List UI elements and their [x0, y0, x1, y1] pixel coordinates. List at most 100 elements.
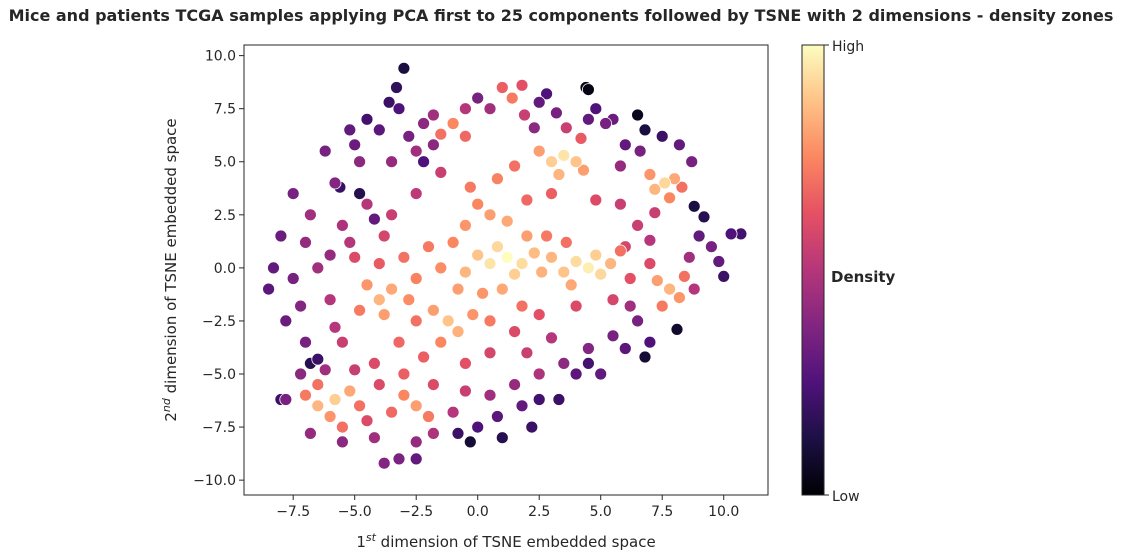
data-point: [372, 123, 386, 137]
data-point: [655, 129, 669, 143]
data-point: [303, 208, 317, 222]
data-point: [515, 299, 529, 313]
data-point: [328, 176, 342, 190]
data-point: [458, 218, 472, 232]
data-point: [545, 187, 558, 201]
data-point: [377, 229, 391, 243]
data-point: [446, 235, 460, 249]
data-point: [471, 248, 485, 262]
data-point: [483, 346, 497, 360]
data-point: [505, 91, 519, 105]
data-point: [552, 168, 566, 181]
data-point: [372, 378, 386, 392]
data-point: [451, 325, 465, 339]
data-point: [372, 293, 386, 307]
data-point: [550, 106, 563, 120]
data-point: [385, 155, 399, 169]
data-point: [663, 282, 676, 296]
data-point: [643, 233, 657, 247]
data-point: [569, 367, 583, 381]
x-tick-label: 0.0: [467, 504, 489, 520]
data-point: [527, 121, 541, 135]
data-point: [390, 81, 403, 94]
data-point: [614, 244, 627, 258]
data-point: [402, 293, 416, 307]
data-point: [335, 435, 349, 449]
colorbar-title: Density: [831, 268, 896, 286]
plot-frame: [243, 44, 769, 496]
data-point: [397, 388, 411, 402]
data-point: [606, 293, 620, 307]
y-tick-label: 2.5: [214, 208, 236, 224]
data-point: [343, 384, 357, 398]
data-point: [426, 108, 440, 122]
data-point: [348, 138, 362, 152]
data-point: [643, 335, 657, 349]
data-point: [299, 235, 312, 249]
data-point: [685, 155, 699, 169]
data-point: [311, 399, 325, 413]
data-point: [678, 269, 691, 283]
data-point: [520, 193, 534, 207]
data-point: [604, 257, 617, 271]
data-point: [532, 95, 546, 109]
y-tick-label: −7.5: [202, 420, 236, 436]
data-point: [483, 257, 497, 271]
data-point: [318, 144, 332, 158]
x-tick-label: 5.0: [590, 504, 612, 520]
points-layer: [262, 61, 748, 470]
data-point: [545, 155, 558, 169]
data-point: [545, 250, 558, 264]
data-point: [569, 155, 583, 169]
data-point: [458, 356, 472, 370]
data-point: [294, 299, 308, 313]
data-point: [655, 299, 669, 313]
data-point: [582, 112, 595, 126]
data-point: [392, 335, 406, 349]
y-tick-label: −2.5: [202, 314, 236, 330]
data-point: [279, 393, 293, 406]
data-point: [483, 388, 497, 402]
data-point: [614, 197, 627, 211]
data-point: [495, 431, 509, 445]
data-point: [606, 329, 620, 343]
data-point: [508, 159, 521, 173]
data-point: [532, 393, 546, 406]
data-point: [532, 144, 546, 158]
data-point: [397, 250, 411, 264]
data-point: [643, 168, 657, 181]
data-point: [589, 102, 603, 116]
data-point: [631, 218, 644, 232]
data-point: [495, 81, 509, 94]
data-point: [446, 117, 460, 130]
data-point: [527, 246, 541, 260]
data-point: [335, 335, 349, 349]
data-point: [382, 95, 396, 109]
data-point: [377, 456, 391, 470]
data-point: [458, 384, 472, 398]
data-point: [441, 314, 455, 328]
data-point: [724, 227, 738, 241]
data-point: [594, 267, 608, 281]
data-point: [267, 261, 280, 275]
data-point: [343, 123, 357, 137]
data-point: [294, 367, 308, 381]
data-point: [569, 299, 583, 313]
y-tick-label: 7.5: [214, 102, 236, 118]
data-point: [673, 138, 686, 152]
data-point: [508, 378, 521, 392]
data-point: [476, 286, 490, 300]
data-point: [377, 308, 391, 322]
data-point: [520, 229, 534, 243]
data-point: [577, 163, 590, 177]
data-point: [328, 393, 342, 406]
y-tick-label: 10.0: [205, 49, 236, 65]
data-point: [367, 212, 381, 226]
data-point: [495, 282, 509, 296]
data-point: [643, 257, 657, 271]
data-point: [451, 426, 465, 440]
data-point: [451, 282, 465, 296]
data-point: [545, 331, 558, 345]
colorbar: [801, 44, 825, 496]
